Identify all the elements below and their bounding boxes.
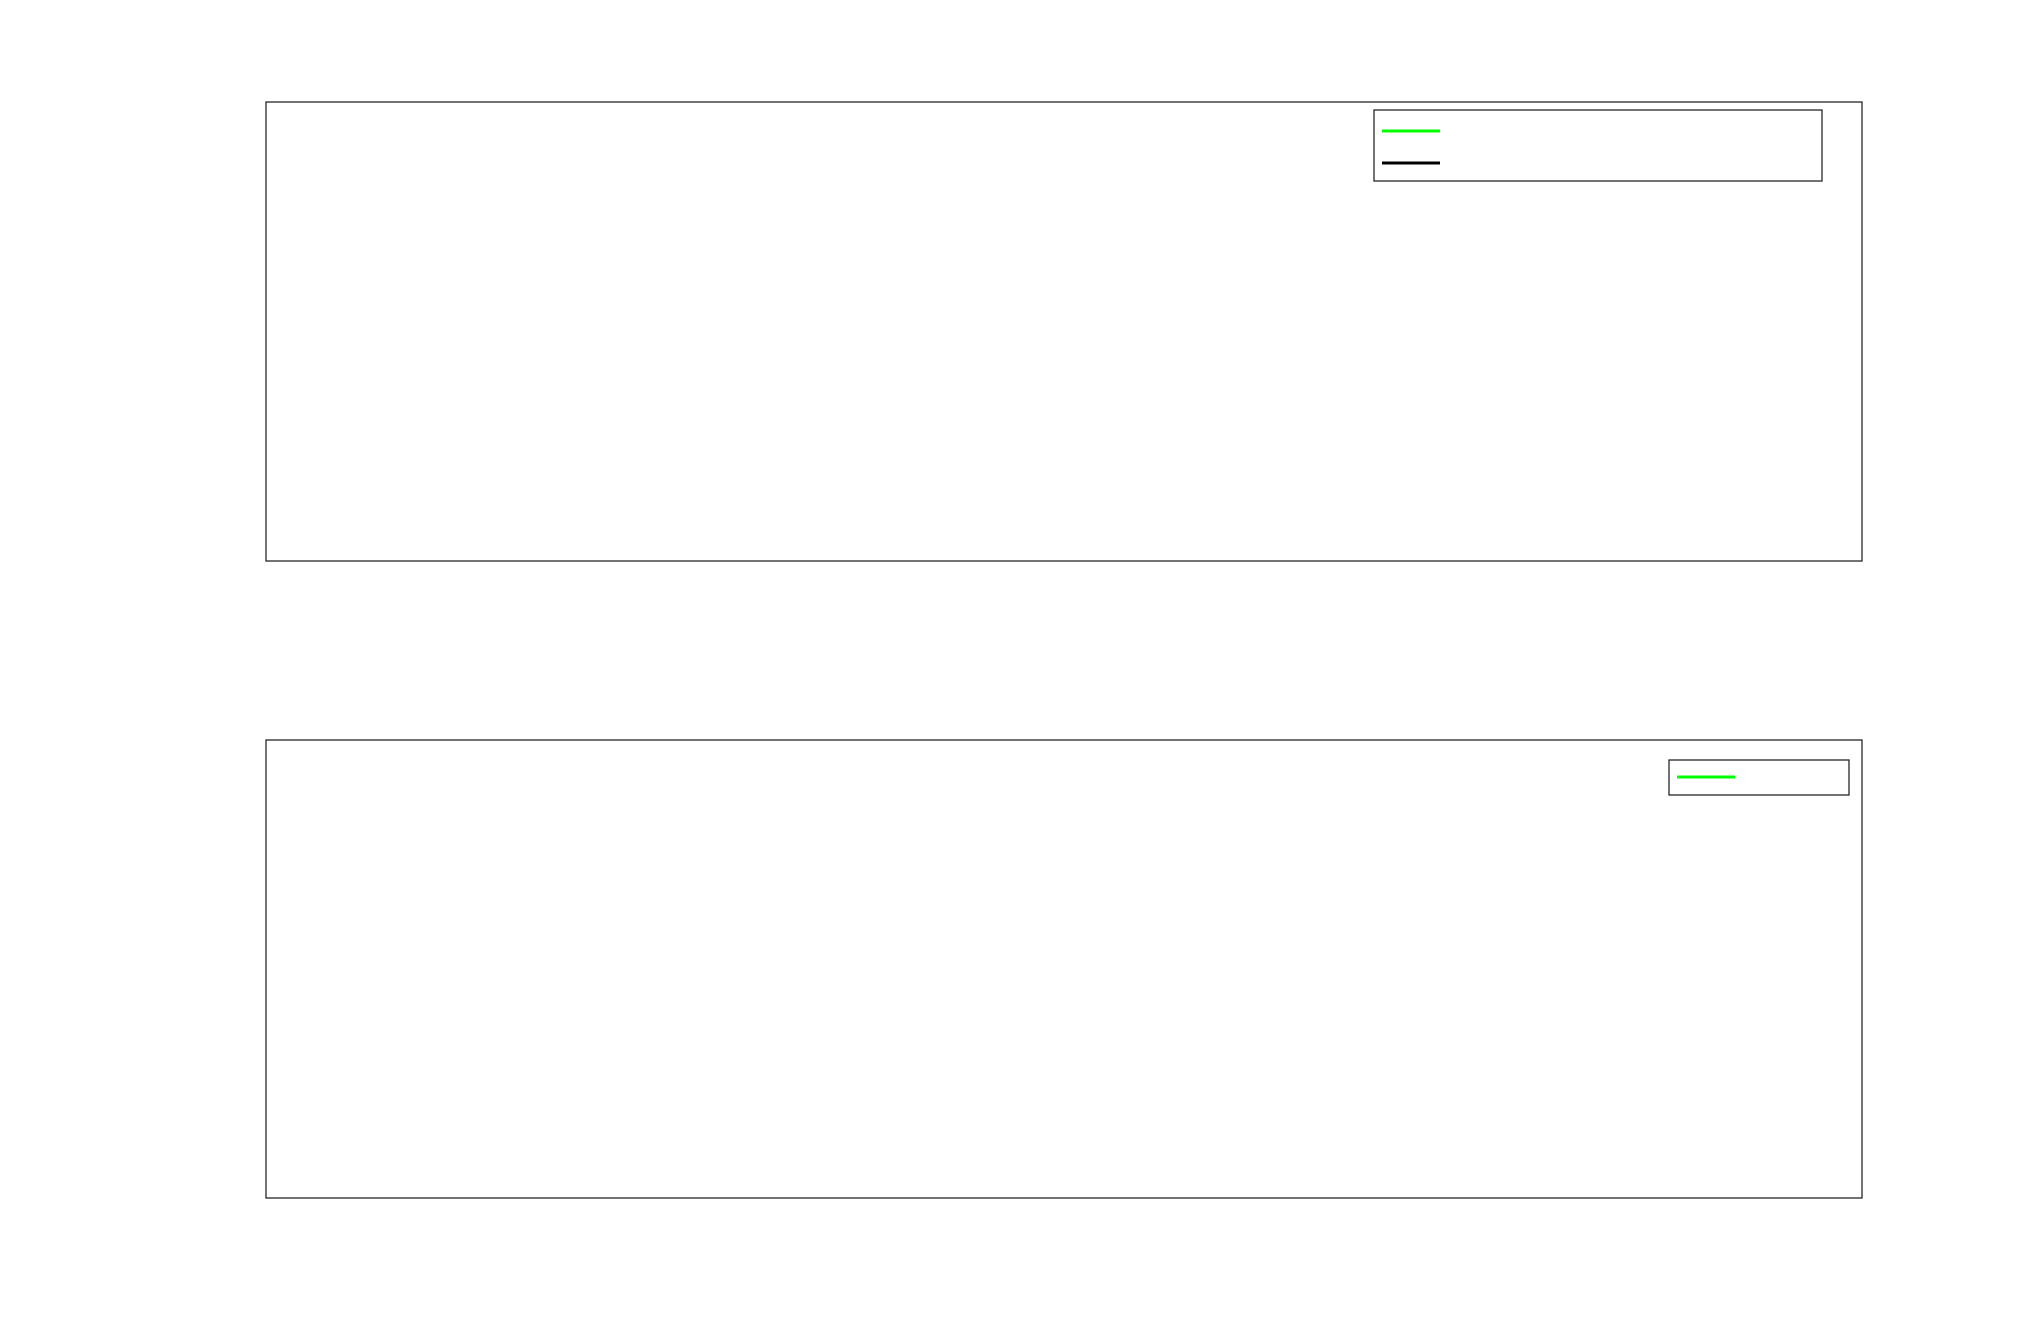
top-legend[interactable] xyxy=(1373,109,1823,182)
top-panel xyxy=(265,101,1863,562)
top-axes-frame xyxy=(265,101,1863,562)
bottom-axes-frame xyxy=(265,739,1863,1199)
bottom-panel xyxy=(265,739,1863,1199)
bottom-legend[interactable] xyxy=(1668,759,1850,796)
